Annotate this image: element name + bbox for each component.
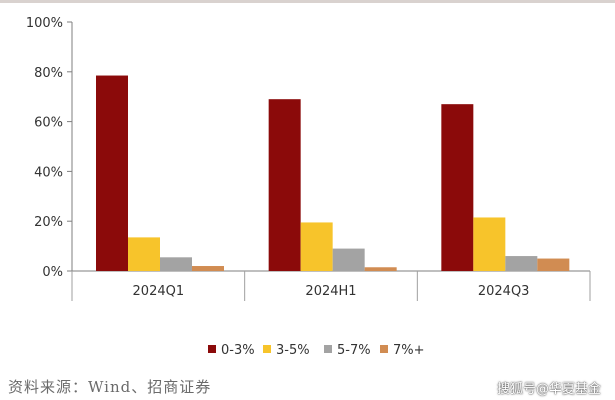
source-note: 资料来源：Wind、招商证券 [8, 378, 212, 396]
x-tick-label: 2024Q3 [478, 284, 530, 299]
legend-swatch [324, 345, 332, 353]
legend-swatch [263, 345, 271, 353]
legend-label: 0-3% [221, 343, 255, 358]
y-tick-label: 40% [34, 165, 63, 180]
chart-legend: 0-3% 3-5% 5-7% 7%+ [208, 343, 425, 358]
legend-label: 3-5% [276, 343, 310, 358]
bar [537, 258, 570, 271]
top-border-line [0, 0, 615, 3]
bar [473, 217, 506, 271]
x-tick-label: 2024H1 [305, 284, 356, 299]
bar [128, 237, 160, 271]
y-tick-label: 0% [42, 265, 63, 280]
y-tick-label: 80% [34, 66, 63, 81]
bar [268, 99, 301, 271]
legend-swatch [380, 345, 388, 353]
bar [505, 256, 538, 271]
chart-labels: 0% 20% 40% 60% 80% 100% 2024Q1 2024H1 2024Q3 [26, 16, 530, 299]
bar [96, 75, 128, 271]
y-tick-label: 20% [34, 215, 63, 230]
legend-label: 7%+ [393, 343, 425, 358]
y-tick-label: 100% [26, 16, 63, 31]
chart-bars [96, 75, 570, 271]
legend-swatch [208, 345, 216, 353]
bar [441, 104, 474, 271]
x-tick-label: 2024Q1 [133, 284, 185, 299]
bar [364, 267, 397, 271]
legend-label: 5-7% [337, 343, 371, 358]
y-tick-label: 60% [34, 116, 63, 131]
bar [332, 248, 365, 271]
bar [300, 222, 333, 271]
bar [160, 257, 192, 271]
watermark: 搜狐号@华夏基金 [496, 382, 601, 397]
bar [192, 266, 224, 271]
